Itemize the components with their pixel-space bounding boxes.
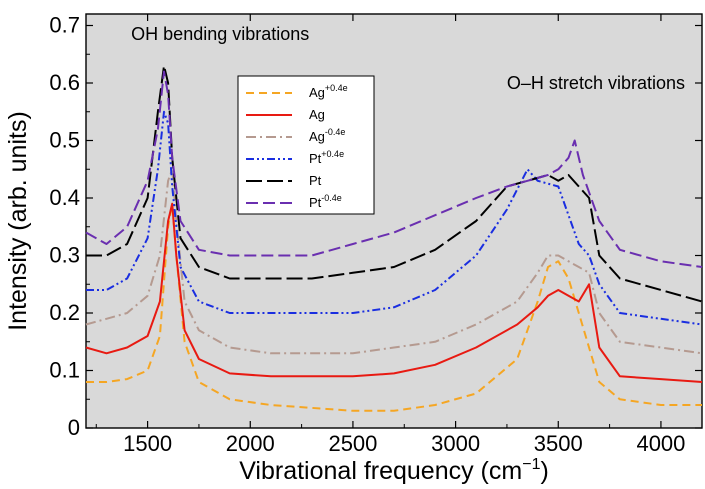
x-tick-label-3000: 3000 bbox=[431, 431, 480, 456]
series-line-2 bbox=[85, 168, 703, 355]
series-line-1 bbox=[85, 202, 703, 383]
axis-layer: 1500 2000 2500 3000 3500 4000 0 0.1 0.2 0.3 0.4 0.5… bbox=[49, 13, 702, 456]
series-line-4 bbox=[86, 64, 703, 303]
y-tick-label-5: 0.5 bbox=[49, 128, 80, 153]
x-axis-title-sup: −1 bbox=[522, 456, 540, 473]
series-layer bbox=[85, 64, 703, 412]
y-tick-label-1: 0.1 bbox=[49, 358, 80, 383]
annotation-oh-bending: OH bending vibrations bbox=[131, 24, 309, 44]
y-tick-label-2: 0.2 bbox=[49, 300, 80, 325]
legend-label-1: Ag bbox=[309, 107, 325, 122]
series-line-5 bbox=[85, 70, 703, 268]
x-axis-title-main: Vibrational frequency (cm bbox=[239, 457, 522, 485]
x-tick-label-1500: 1500 bbox=[123, 431, 172, 456]
x-tick-label-3500: 3500 bbox=[534, 431, 583, 456]
x-axis-title-close: ) bbox=[540, 457, 548, 485]
legend-label-sup-5: -0.4e bbox=[321, 193, 342, 203]
legend-label-4: Pt bbox=[309, 173, 322, 188]
legend-box bbox=[237, 75, 375, 215]
annotation-oh-stretch: O–H stretch vibrations bbox=[507, 73, 685, 93]
y-tick-label-7: 0.7 bbox=[49, 13, 80, 38]
x-axis-title: Vibrational frequency (cm−1) bbox=[239, 456, 549, 485]
series-line-0 bbox=[86, 202, 702, 412]
y-tick-label-0: 0 bbox=[68, 415, 80, 440]
y-axis-title: Intensity (arb. units) bbox=[4, 111, 32, 331]
y-tick-label-4: 0.4 bbox=[49, 185, 80, 210]
x-tick-label-4000: 4000 bbox=[636, 431, 685, 456]
legend-label-sup-2: -0.4e bbox=[325, 127, 346, 137]
series-line-3 bbox=[86, 110, 703, 326]
x-tick-label-2000: 2000 bbox=[226, 431, 275, 456]
legend-label-sup-3: +0.4e bbox=[321, 149, 344, 159]
x-tick-label-2500: 2500 bbox=[328, 431, 377, 456]
y-tick-label-6: 0.6 bbox=[49, 70, 80, 95]
legend-label-sup-0: +0.4e bbox=[325, 83, 348, 93]
y-tick-label-3: 0.3 bbox=[49, 243, 80, 268]
